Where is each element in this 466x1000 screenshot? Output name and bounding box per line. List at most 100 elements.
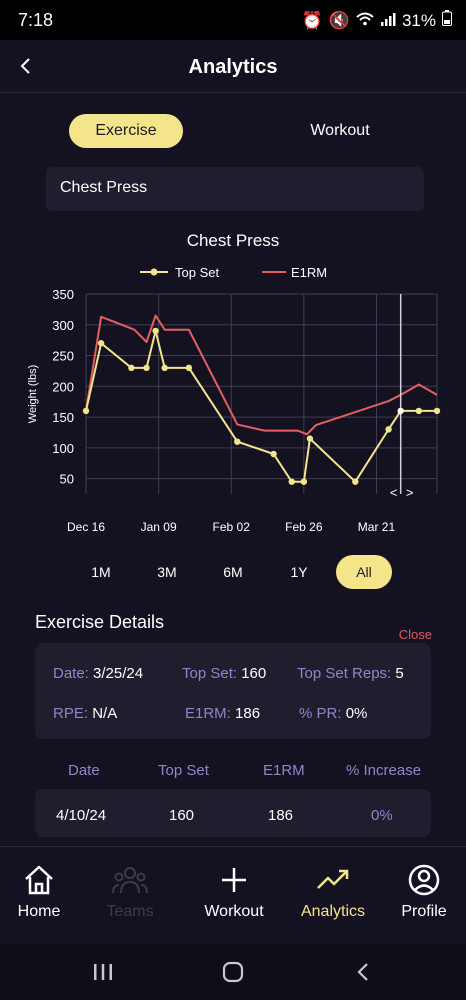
y-axis-label: Weight (lbs) [27, 365, 39, 423]
nav-profile[interactable]: Profile [374, 863, 466, 921]
battery-icon [442, 10, 452, 31]
detail-topset-label: Top Set: [182, 665, 238, 682]
data-point [152, 327, 159, 335]
profile-icon [408, 864, 440, 896]
tab-workout[interactable]: Workout [310, 122, 370, 139]
system-back-icon[interactable] [355, 962, 371, 982]
detail-e1rm: E1RM: 186 [185, 705, 260, 722]
y-tick-label: 250 [52, 349, 74, 364]
data-point [288, 478, 295, 485]
y-tick-label: 100 [52, 441, 74, 456]
y-tick-label: 50 [60, 472, 74, 487]
table-header-increase: % Increase [346, 762, 422, 779]
recent-apps-icon[interactable] [92, 962, 114, 982]
table-row[interactable]: 4/10/24 160 186 0% [35, 789, 431, 837]
detail-rpe-label: RPE: [53, 705, 89, 722]
table-header-topset: Top Set [158, 762, 209, 779]
data-point [143, 364, 150, 372]
data-point [300, 478, 308, 485]
team-icon [112, 867, 148, 894]
data-point [352, 478, 359, 485]
range-all[interactable]: All [336, 555, 392, 589]
close-details-button[interactable]: Close [398, 627, 432, 642]
back-button[interactable] [12, 52, 40, 80]
table-cell-topset: 160 [169, 807, 195, 824]
range-6m[interactable]: 6M [223, 564, 243, 580]
nav-teams: Teams [80, 863, 180, 921]
table-cell-date: 4/10/24 [56, 807, 107, 824]
detail-reps: Top Set Reps: 5 [297, 665, 404, 682]
data-point [82, 407, 90, 415]
home-icon [25, 865, 53, 895]
series-topset-line [85, 329, 437, 483]
detail-date: Date: 3/25/24 [53, 665, 143, 682]
data-point [415, 407, 423, 415]
status-bar: 7:18 ⏰ 🔇 31% [0, 0, 466, 40]
data-point [185, 364, 193, 372]
legend-topset-label: Top Set [175, 265, 219, 280]
table-header-e1rm: E1RM [263, 762, 305, 779]
table-cell-e1rm: 186 [268, 807, 294, 824]
data-point [397, 407, 404, 415]
tab-exercise[interactable]: Exercise [69, 114, 183, 148]
nav-home[interactable]: Home [0, 863, 89, 921]
detail-pr: % PR: 0% [299, 705, 367, 722]
details-title: Exercise Details [35, 612, 165, 632]
data-point [433, 407, 441, 415]
nav-workout[interactable]: Workout [184, 863, 284, 921]
legend-e1rm-label: E1RM [291, 265, 327, 280]
chart-title: Chest Press [187, 231, 280, 250]
exercise-select[interactable]: Chest Press [46, 167, 424, 211]
nav-analytics-label: Analytics [300, 903, 366, 920]
x-tick-label: Feb 26 [285, 520, 323, 534]
line-chart[interactable]: Chest Press Top Set E1RM 50 100 150 200 250 300 3… [0, 224, 466, 544]
data-point [270, 450, 277, 458]
detail-e1rm-label: E1RM: [185, 705, 231, 722]
battery-percent: 31% [401, 10, 436, 30]
mute-icon: 🔇 [328, 10, 350, 30]
details-card: Date: 3/25/24 Top Set: 160 Top Set Reps:… [35, 643, 431, 739]
data-point [385, 426, 392, 433]
x-tick-label: Jan 09 [141, 520, 177, 534]
nav-workout-label: Workout [204, 903, 264, 920]
data-point [306, 435, 314, 442]
detail-topset-value: 160 [241, 665, 267, 682]
signal-icon [380, 11, 396, 31]
cursor-next-label: > [406, 485, 414, 500]
y-tick-label: 200 [52, 379, 74, 394]
range-1m[interactable]: 1M [91, 564, 111, 580]
bottom-nav: Home Teams Workout Analytics Profile [0, 846, 466, 945]
y-tick-label: 150 [52, 410, 74, 425]
home-button-icon[interactable] [222, 961, 244, 983]
detail-reps-value: 5 [395, 665, 404, 682]
y-tick-label: 350 [52, 287, 74, 302]
status-time: 7:18 [18, 10, 54, 30]
x-tick-label: Dec 16 [67, 520, 105, 534]
exercise-select-value: Chest Press [60, 179, 148, 196]
wifi-icon [356, 11, 374, 31]
table-header-date: Date [68, 762, 100, 779]
table-cell-increase: 0% [371, 807, 393, 824]
chart-container[interactable]: Chest Press Top Set E1RM 50 100 150 200 250 300 3… [0, 224, 466, 544]
cursor-prev-label: < [390, 485, 398, 500]
plus-icon [222, 868, 246, 892]
detail-date-label: Date: [53, 665, 89, 682]
detail-topset: Top Set: 160 [182, 665, 266, 682]
nav-home-label: Home [17, 903, 61, 920]
alarm-icon: ⏰ [301, 10, 323, 30]
system-nav-bar [0, 944, 466, 1000]
series-e1rm-line [85, 314, 438, 436]
nav-analytics[interactable]: Analytics [283, 863, 383, 921]
detail-pr-value: 0% [345, 705, 368, 722]
data-point [128, 364, 135, 372]
legend-topset-marker [150, 268, 158, 276]
range-1y[interactable]: 1Y [290, 564, 308, 580]
x-tick-label: Feb 02 [213, 520, 251, 534]
y-tick-label: 300 [52, 318, 74, 333]
data-point [161, 364, 168, 372]
x-tick-label: Mar 21 [358, 520, 396, 534]
detail-rpe: RPE: N/A [53, 705, 117, 722]
trending-up-icon [317, 869, 349, 889]
range-3m[interactable]: 3M [157, 564, 177, 580]
detail-date-value: 3/25/24 [93, 665, 144, 682]
